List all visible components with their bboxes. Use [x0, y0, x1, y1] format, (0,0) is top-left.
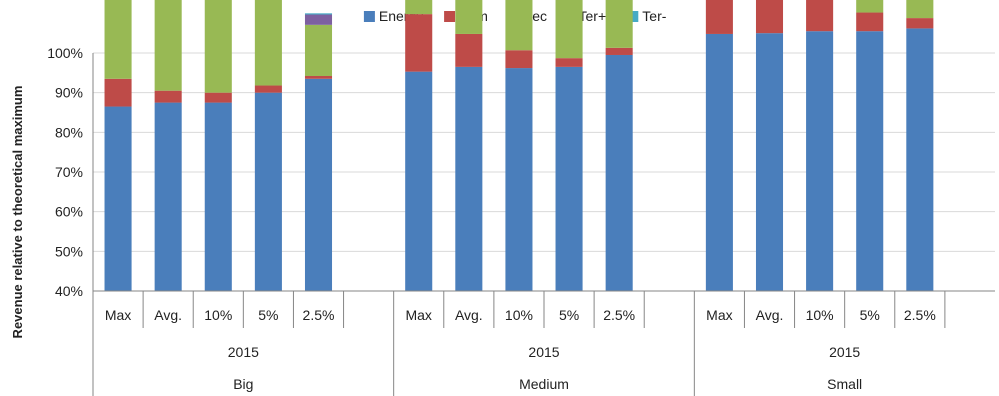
- bar-segment-energy: [204, 102, 232, 291]
- bar-segment-sec: [154, 0, 182, 91]
- bar-segment-energy: [154, 102, 182, 291]
- bar-segment-prim: [304, 76, 333, 79]
- bar-segment-energy: [555, 66, 583, 291]
- legend-swatch: [363, 11, 375, 22]
- y-tick-label: 50%: [55, 243, 83, 259]
- bar-segment-ter: [304, 14, 333, 25]
- bar-segment-energy: [304, 78, 333, 292]
- bar-segment-energy: [405, 71, 433, 291]
- x-year-label: 2015: [528, 344, 559, 360]
- x-category-label: Max: [706, 307, 732, 323]
- bar-segment-prim: [705, 0, 733, 34]
- legend-swatch: [627, 11, 639, 22]
- bar-segment-sec: [304, 24, 333, 77]
- x-group-label: Medium: [519, 376, 569, 392]
- x-category-label: 5%: [258, 307, 278, 323]
- x-category-label: Max: [105, 307, 131, 323]
- bar-segment-sec: [104, 0, 132, 79]
- x-category-label: 10%: [806, 307, 834, 323]
- bars: [104, 0, 934, 292]
- x-category-label: 5%: [860, 307, 880, 323]
- bar-segment-energy: [755, 33, 784, 292]
- x-year-label: 2015: [829, 344, 860, 360]
- x-category-label: 5%: [559, 307, 579, 323]
- x-category-label: Avg.: [154, 307, 182, 323]
- bar-segment-energy: [455, 66, 483, 291]
- bar-segment-energy: [254, 92, 282, 292]
- x-category-label: 10%: [204, 307, 232, 323]
- legend-label: Ter+: [579, 8, 607, 24]
- bar-segment-energy: [505, 68, 533, 291]
- y-axis: 40% 50% 60% 70% 80% 90% 100%: [47, 45, 94, 299]
- bar-segment-energy: [856, 31, 884, 292]
- bar-segment-prim: [204, 92, 232, 103]
- y-tick-label: 70%: [55, 164, 83, 180]
- legend-label: Ter-: [642, 8, 666, 24]
- bar-segment-sec: [405, 0, 433, 15]
- bar-segment-energy: [605, 54, 633, 291]
- bar-segment-energy: [906, 28, 934, 291]
- x-category-label: 2.5%: [904, 307, 936, 323]
- bar-segment-sec: [555, 0, 583, 59]
- x-group-label: Small: [827, 376, 862, 392]
- bar-segment-prim: [104, 78, 132, 107]
- bar-segment-prim: [555, 58, 583, 67]
- bar-segment-sec: [906, 0, 934, 19]
- legend-swatch: [444, 11, 456, 22]
- x-category-label: Avg.: [455, 307, 483, 323]
- x-category-label: 2.5%: [303, 307, 335, 323]
- y-tick-label: 100%: [47, 45, 83, 61]
- bar-segment-energy: [705, 33, 733, 292]
- bar-segment-sec: [204, 0, 232, 93]
- y-tick-label: 60%: [55, 204, 83, 220]
- bar-segment-sec: [605, 0, 633, 48]
- bar-segment-energy: [104, 106, 132, 291]
- x-axis: Max Avg. 10% 5% 2.5% 2015 Big Max Avg. 10% 5% 2.5% 2…: [92, 290, 995, 396]
- y-tick-label: 90%: [55, 85, 83, 101]
- bar-segment-prim: [455, 33, 483, 67]
- bar-segment-prim: [154, 90, 182, 103]
- y-tick-label: 40%: [55, 283, 83, 299]
- x-category-label: 2.5%: [603, 307, 635, 323]
- bar-segment-prim: [906, 18, 934, 29]
- x-category-label: Avg.: [756, 307, 784, 323]
- bar-segment-sec: [856, 0, 884, 13]
- bar-segment-sec: [505, 0, 533, 51]
- bar-segment-ter: [304, 13, 333, 15]
- bar-segment-prim: [605, 47, 633, 55]
- bar-segment-energy: [806, 31, 834, 292]
- bar-segment-prim: [505, 50, 533, 69]
- bar-segment-sec: [254, 0, 282, 86]
- x-year-label: 2015: [228, 344, 259, 360]
- bar-segment-prim: [405, 14, 433, 72]
- bar-segment-prim: [254, 85, 282, 93]
- bar-segment-sec: [455, 0, 483, 34]
- bar-segment-prim: [806, 0, 834, 32]
- bar-segment-prim: [755, 0, 784, 34]
- y-tick-label: 80%: [55, 124, 83, 140]
- x-category-label: 10%: [505, 307, 533, 323]
- x-category-label: Max: [405, 307, 431, 323]
- bar-segment-prim: [856, 12, 884, 32]
- y-axis-label: Revenue relative to theoretical maximum: [10, 86, 25, 339]
- x-group-label: Big: [233, 376, 253, 392]
